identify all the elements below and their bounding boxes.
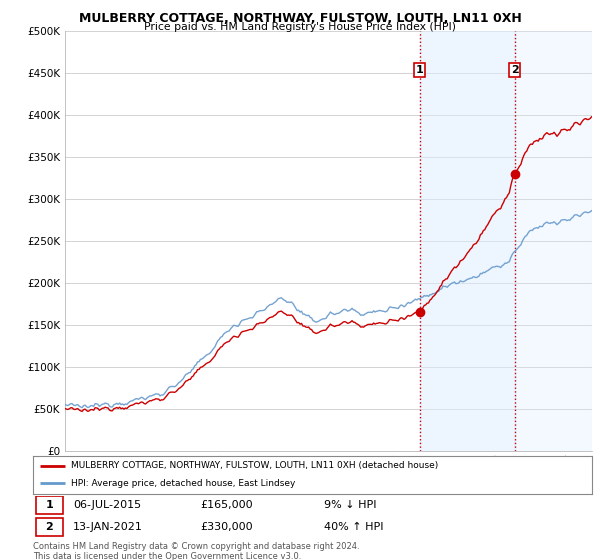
Text: 1: 1 (46, 500, 53, 510)
Text: 1: 1 (416, 65, 424, 75)
Text: 2: 2 (46, 522, 53, 532)
Bar (419, 31, 515, 451)
Text: MULBERRY COTTAGE, NORTHWAY, FULSTOW, LOUTH, LN11 0XH (detached house): MULBERRY COTTAGE, NORTHWAY, FULSTOW, LOU… (71, 461, 438, 470)
Text: Price paid vs. HM Land Registry's House Price Index (HPI): Price paid vs. HM Land Registry's House … (144, 22, 456, 32)
Text: 2: 2 (511, 65, 518, 75)
Bar (515, 31, 592, 451)
Text: £165,000: £165,000 (201, 500, 253, 510)
Text: HPI: Average price, detached house, East Lindsey: HPI: Average price, detached house, East… (71, 479, 295, 488)
FancyBboxPatch shape (36, 519, 62, 536)
FancyBboxPatch shape (36, 497, 62, 514)
Text: 40% ↑ HPI: 40% ↑ HPI (324, 522, 383, 532)
Text: 06-JUL-2015: 06-JUL-2015 (73, 500, 142, 510)
Text: Contains HM Land Registry data © Crown copyright and database right 2024.
This d: Contains HM Land Registry data © Crown c… (33, 542, 359, 560)
Text: 13-JAN-2021: 13-JAN-2021 (73, 522, 143, 532)
Text: MULBERRY COTTAGE, NORTHWAY, FULSTOW, LOUTH, LN11 0XH: MULBERRY COTTAGE, NORTHWAY, FULSTOW, LOU… (79, 12, 521, 25)
Text: £330,000: £330,000 (201, 522, 253, 532)
Text: 9% ↓ HPI: 9% ↓ HPI (324, 500, 376, 510)
